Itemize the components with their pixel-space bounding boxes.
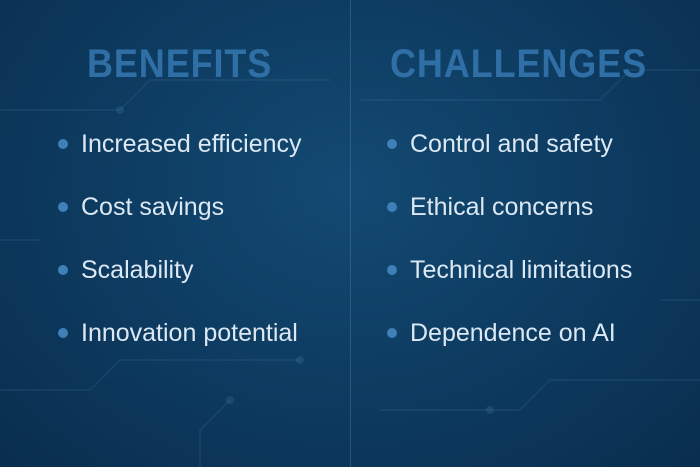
bullet-icon (58, 328, 68, 338)
list-item: Dependence on AI (387, 319, 632, 382)
bullet-icon (58, 202, 68, 212)
column-divider (350, 0, 351, 467)
list-item: Increased efficiency (58, 130, 302, 193)
bullet-icon (58, 265, 68, 275)
bullet-icon (387, 139, 397, 149)
bullet-icon (58, 139, 68, 149)
list-item: Innovation potential (58, 319, 302, 382)
list-item: Ethical concerns (387, 193, 632, 256)
item-label: Cost savings (81, 193, 225, 221)
challenges-heading: CHALLENGES (390, 42, 648, 86)
bullet-icon (387, 265, 397, 275)
item-label: Increased efficiency (81, 130, 302, 158)
list-item: Scalability (58, 256, 302, 319)
item-label: Dependence on AI (410, 319, 616, 347)
item-label: Control and safety (410, 130, 613, 158)
bullet-icon (387, 202, 397, 212)
benefits-list: Increased efficiency Cost savings Scalab… (58, 130, 302, 382)
challenges-list: Control and safety Ethical concerns Tech… (387, 130, 632, 382)
list-item: Control and safety (387, 130, 632, 193)
list-item: Technical limitations (387, 256, 632, 319)
list-item: Cost savings (58, 193, 302, 256)
benefits-heading: BENEFITS (87, 42, 273, 86)
item-label: Ethical concerns (410, 193, 594, 221)
item-label: Innovation potential (81, 319, 298, 347)
item-label: Technical limitations (410, 256, 633, 284)
bullet-icon (387, 328, 397, 338)
item-label: Scalability (81, 256, 194, 284)
